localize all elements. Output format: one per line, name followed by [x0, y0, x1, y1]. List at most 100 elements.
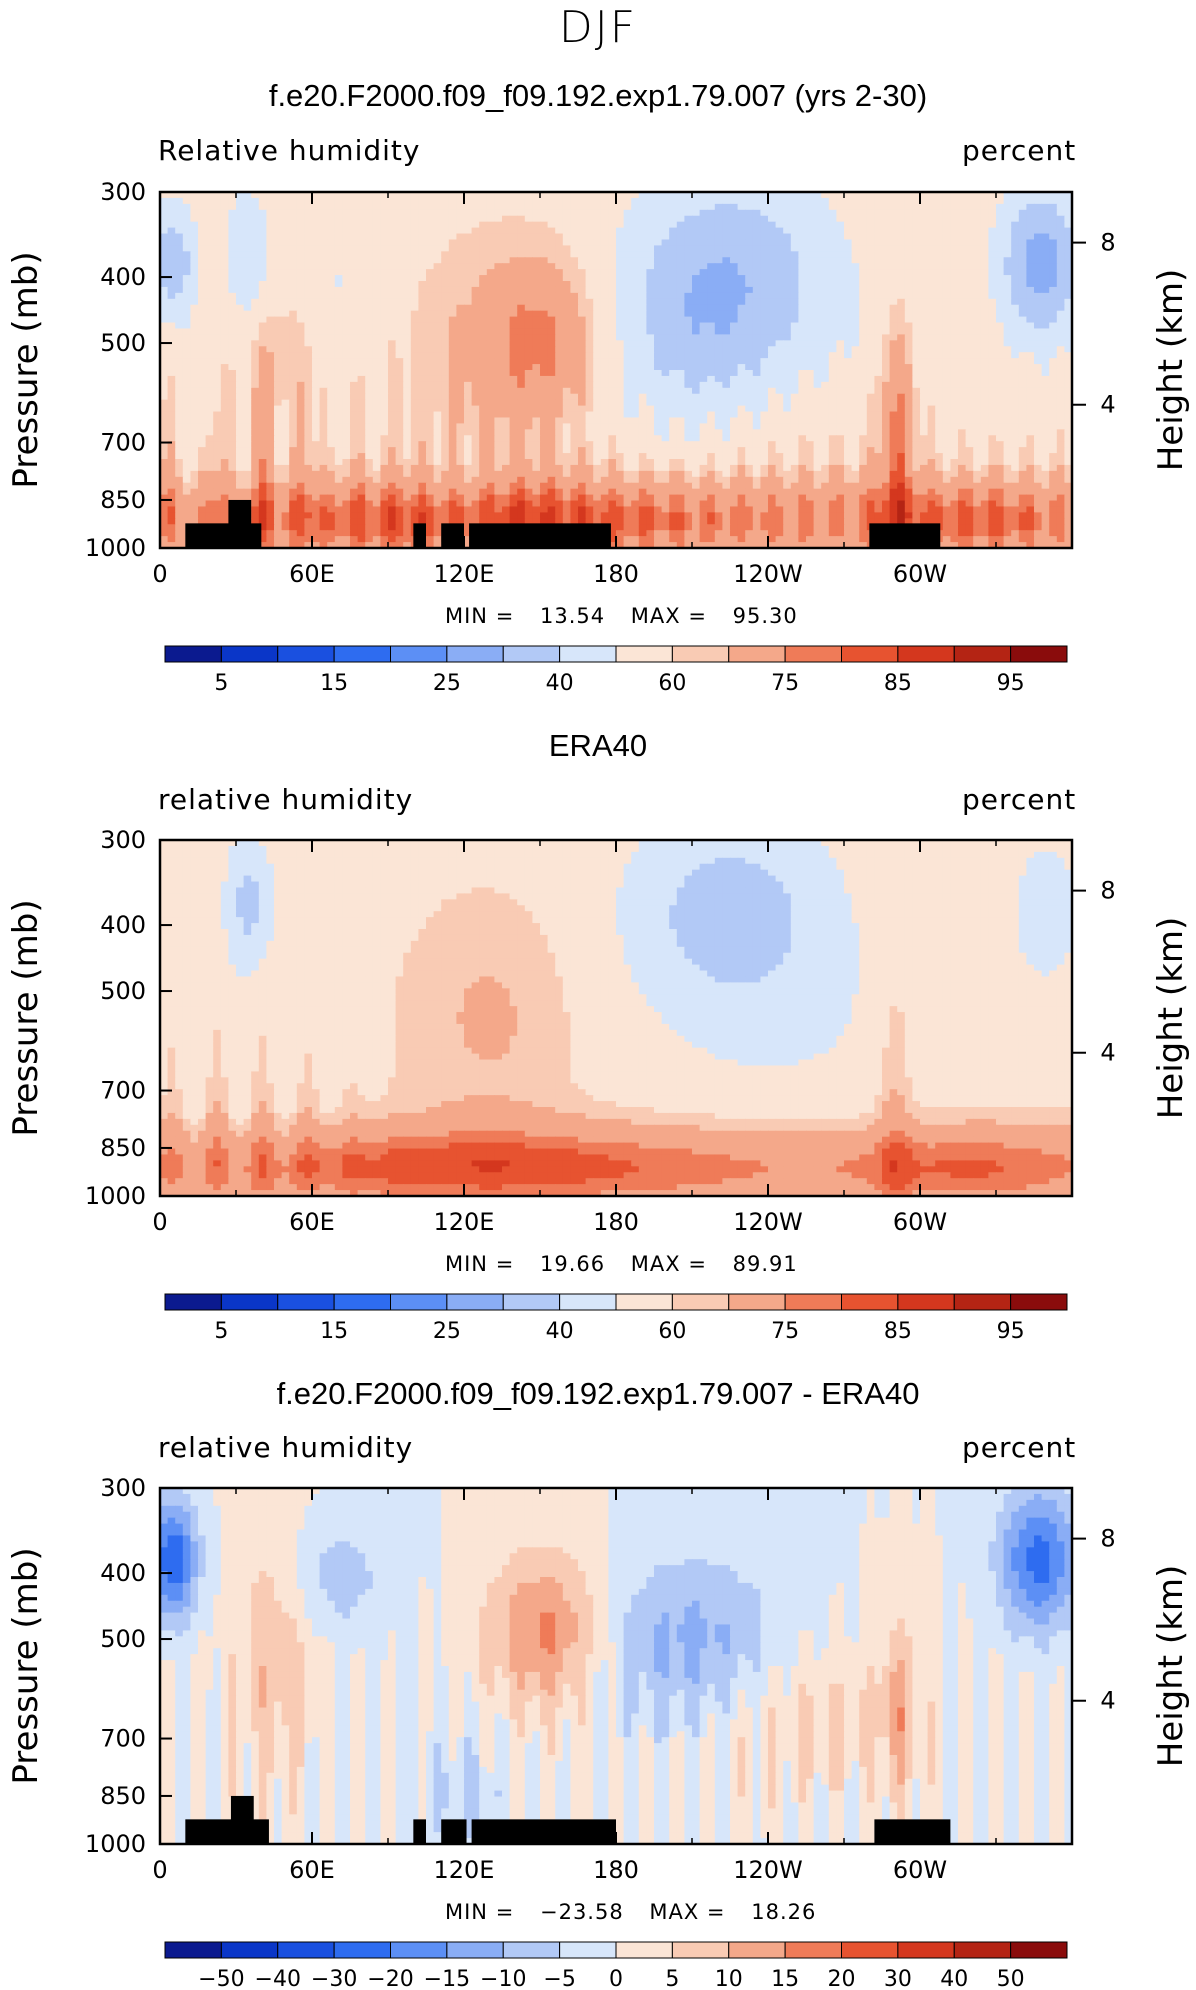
colorbar-swatch — [221, 1942, 277, 1958]
colorbar-swatch — [560, 1942, 616, 1958]
colorbar-swatch — [672, 1942, 728, 1958]
colorbar-label: 15 — [320, 671, 348, 696]
colorbar-label: 60 — [658, 1319, 686, 1344]
colorbar-label: 5 — [214, 1319, 228, 1344]
x-tick-label: 0 — [152, 1856, 167, 1884]
colorbar-label: 25 — [433, 1319, 461, 1344]
y-tick-label: 1000 — [85, 1830, 146, 1858]
colorbar-swatch — [221, 646, 277, 662]
panel-2-right-label: percent — [962, 783, 1076, 816]
colorbar-swatch — [842, 1942, 898, 1958]
panel-1-title: f.e20.F2000.f09_f09.192.exp1.79.007 (yrs… — [0, 78, 1196, 114]
panel-1-ylabel: Pressure (mb) — [6, 251, 46, 488]
y2-tick-label: 4 — [1100, 391, 1115, 419]
y-tick-label: 1000 — [85, 534, 146, 562]
colorbar-swatch — [842, 1294, 898, 1310]
topography-mask — [413, 1819, 426, 1844]
x-tick-label: 120E — [434, 1208, 495, 1236]
colorbar-swatch — [165, 1294, 221, 1310]
panel-3-max-value: 18.26 — [751, 1900, 816, 1924]
x-tick-label: 120E — [434, 560, 495, 588]
colorbar-label: 85 — [884, 671, 912, 696]
panel-3-ylabel: Pressure (mb) — [6, 1547, 46, 1784]
colorbar-swatch — [729, 646, 785, 662]
x-tick-label: 0 — [152, 560, 167, 588]
y2-tick-label: 4 — [1100, 1039, 1115, 1067]
colorbar-swatch — [447, 1942, 503, 1958]
topography-mask — [472, 1819, 616, 1844]
panel-2-y2label: Height (km) — [1151, 917, 1191, 1120]
topography-mask — [869, 523, 940, 548]
x-tick-label: 60W — [893, 560, 947, 588]
colorbar-swatch — [898, 1294, 954, 1310]
x-tick-label: 180 — [593, 1856, 639, 1884]
colorbar-swatch — [785, 646, 841, 662]
x-tick-label: 60E — [289, 1856, 335, 1884]
x-tick-label: 180 — [593, 1208, 639, 1236]
panel-3-title: f.e20.F2000.f09_f09.192.exp1.79.007 - ER… — [0, 1376, 1196, 1412]
colorbar-label: 15 — [320, 1319, 348, 1344]
x-tick-label: 180 — [593, 560, 639, 588]
y-tick-label: 850 — [100, 1782, 146, 1810]
panel-1-max-value: 95.30 — [733, 604, 798, 628]
y2-tick-label: 4 — [1100, 1687, 1115, 1715]
colorbar-swatch — [503, 1942, 559, 1958]
y-tick-label: 700 — [100, 1725, 146, 1753]
colorbar-swatch — [785, 1942, 841, 1958]
x-tick-label: 60W — [893, 1856, 947, 1884]
panel-3-y2label: Height (km) — [1151, 1565, 1191, 1768]
y2-tick-label: 8 — [1100, 1525, 1115, 1553]
colorbar-swatch — [1011, 1942, 1067, 1958]
y-tick-label: 850 — [100, 1134, 146, 1162]
colorbar-label: 95 — [997, 1319, 1025, 1344]
panel-3-left-label: relative humidity — [158, 1431, 413, 1464]
panel-1-minmax: MIN = 13.54 MAX = 95.30 — [445, 604, 798, 628]
colorbar-swatch — [954, 1942, 1010, 1958]
panel-3-min-value: −23.58 — [540, 1900, 624, 1924]
colorbar-swatch — [278, 646, 334, 662]
panel-2-title: ERA40 — [0, 728, 1196, 764]
colorbar-swatch — [785, 1294, 841, 1310]
panel-2-min-value: 19.66 — [540, 1252, 605, 1276]
colorbar-swatch — [278, 1294, 334, 1310]
y-tick-label: 500 — [100, 1625, 146, 1653]
y2-tick-label: 8 — [1100, 877, 1115, 905]
colorbar-swatch — [1011, 1294, 1067, 1310]
colorbar-swatch — [391, 1294, 447, 1310]
colorbar-swatch — [898, 1942, 954, 1958]
colorbar-swatch — [165, 1942, 221, 1958]
topography-mask — [441, 523, 464, 548]
y-tick-label: 400 — [100, 1559, 146, 1587]
colorbar-label: 40 — [546, 671, 574, 696]
panel-1-min-label: MIN = — [445, 604, 514, 628]
panel-1-contour-field — [160, 192, 1073, 549]
panel-2-min-label: MIN = — [445, 1252, 514, 1276]
colorbar-label: 40 — [546, 1319, 574, 1344]
y-tick-label: 1000 — [85, 1182, 146, 1210]
topography-mask — [185, 1819, 269, 1844]
colorbar-swatch — [729, 1942, 785, 1958]
topography-mask — [441, 1819, 466, 1844]
colorbar-swatch — [447, 1294, 503, 1310]
panel-3-contour-field — [160, 1488, 1073, 1845]
colorbar-swatch — [503, 1294, 559, 1310]
y-tick-label: 500 — [100, 329, 146, 357]
colorbar-label: 60 — [658, 671, 686, 696]
panel-2-left-label: relative humidity — [158, 783, 413, 816]
y-tick-label: 500 — [100, 977, 146, 1005]
panel-1-right-label: percent — [962, 134, 1076, 167]
topography-mask — [231, 1796, 254, 1844]
panel-3-max-label: MAX = — [649, 1900, 725, 1924]
colorbar-label: 75 — [771, 1319, 799, 1344]
colorbar-swatch — [334, 646, 390, 662]
topography-mask — [413, 523, 426, 548]
colorbar-swatch — [672, 1294, 728, 1310]
page-title: DJF — [0, 2, 1196, 53]
panel-2-ylabel: Pressure (mb) — [6, 899, 46, 1136]
panel-1-left-label: Relative humidity — [158, 134, 420, 167]
colorbar-swatch — [616, 1942, 672, 1958]
panel-3-minmax: MIN = −23.58 MAX = 18.26 — [445, 1900, 816, 1924]
